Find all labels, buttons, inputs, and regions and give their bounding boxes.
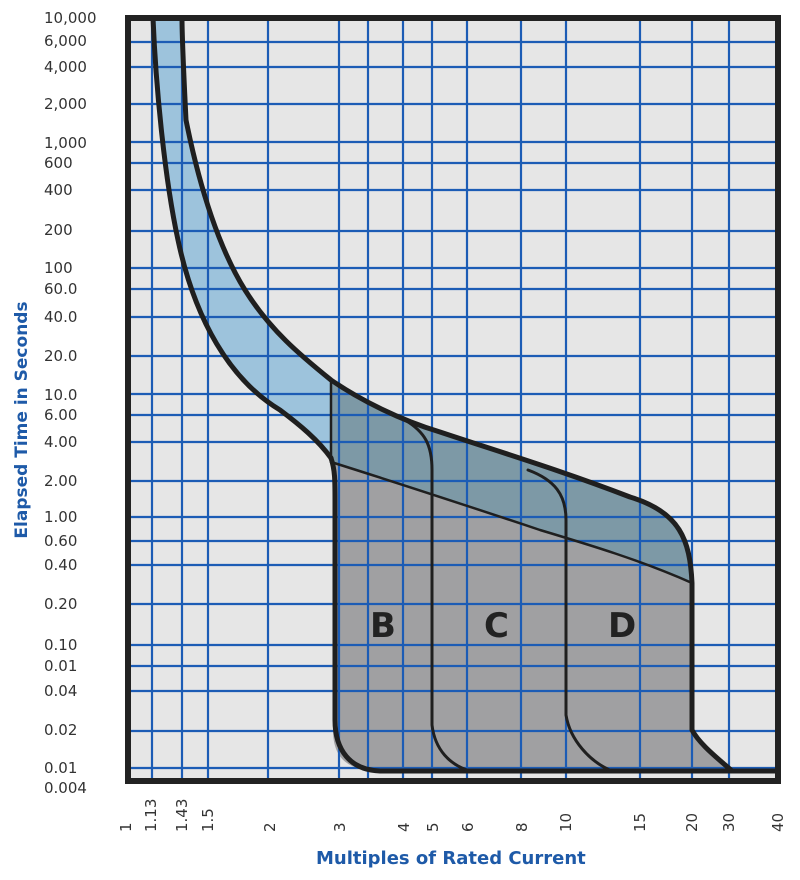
y-tick: 2.00 bbox=[44, 472, 78, 490]
y-tick: 100 bbox=[44, 259, 73, 277]
y-tick: 400 bbox=[44, 181, 73, 199]
x-tick: 30 bbox=[720, 812, 738, 832]
x-tick: 1 bbox=[117, 822, 135, 832]
b-curve bbox=[328, 455, 781, 774]
x-tick: 15 bbox=[631, 812, 649, 832]
region-d-label: D bbox=[608, 606, 637, 646]
x-tick: 1.5 bbox=[199, 808, 217, 832]
y-tick: 0.60 bbox=[44, 532, 78, 550]
x-tick: 8 bbox=[513, 822, 531, 832]
y-tick: 0.01 bbox=[44, 657, 78, 675]
x-tick: 3 bbox=[331, 822, 349, 832]
x-tick: 20 bbox=[683, 812, 701, 832]
y-tick: 10,000 bbox=[44, 9, 97, 27]
y-tick: 6,000 bbox=[44, 32, 87, 50]
y-tick: 0.04 bbox=[44, 682, 78, 700]
y-tick: 600 bbox=[44, 154, 73, 172]
x-tick: 4 bbox=[395, 822, 413, 832]
x-tick: 6 bbox=[459, 822, 477, 832]
y-tick: 1.00 bbox=[44, 508, 78, 526]
region-c-label: C bbox=[484, 606, 509, 646]
d-curve bbox=[526, 468, 614, 773]
y-tick: 0.004 bbox=[44, 779, 87, 797]
horizontal-gridlines bbox=[128, 40, 778, 770]
lower-thermal-curve bbox=[150, 15, 334, 461]
magnetic-lower-bound bbox=[329, 460, 694, 585]
y-tick: 200 bbox=[44, 221, 73, 239]
y-tick: 10.0 bbox=[44, 386, 78, 404]
y-tick: 1,000 bbox=[44, 134, 87, 152]
region-b-label: B bbox=[370, 606, 396, 646]
x-axis-title: Multiples of Rated Current bbox=[316, 848, 586, 869]
plot-frame bbox=[125, 15, 781, 784]
y-tick: 0.01 bbox=[44, 759, 78, 777]
y-tick: 2,000 bbox=[44, 95, 87, 113]
x-tick: 1.43 bbox=[173, 798, 191, 832]
y-axis-title: Elapsed Time in Seconds bbox=[12, 301, 32, 539]
thermal-band bbox=[153, 18, 331, 458]
y-tick: 0.02 bbox=[44, 721, 78, 739]
y-tick: 40.0 bbox=[44, 308, 78, 326]
x-tick: 1.13 bbox=[142, 798, 160, 832]
x-tick: 40 bbox=[769, 812, 787, 832]
upper-thermal-curve bbox=[179, 15, 735, 774]
y-tick: 4,000 bbox=[44, 58, 87, 76]
y-tick: 60.0 bbox=[44, 280, 78, 298]
y-tick: 4.00 bbox=[44, 433, 78, 451]
y-tick: 0.40 bbox=[44, 556, 78, 574]
y-tick: 0.10 bbox=[44, 636, 78, 654]
y-tick: 0.20 bbox=[44, 595, 78, 613]
c-curve bbox=[403, 418, 472, 773]
y-tick: 6.00 bbox=[44, 406, 78, 424]
x-tick: 5 bbox=[424, 822, 442, 832]
x-tick: 10 bbox=[557, 812, 575, 832]
y-tick: 20.0 bbox=[44, 347, 78, 365]
x-tick: 2 bbox=[261, 822, 279, 832]
